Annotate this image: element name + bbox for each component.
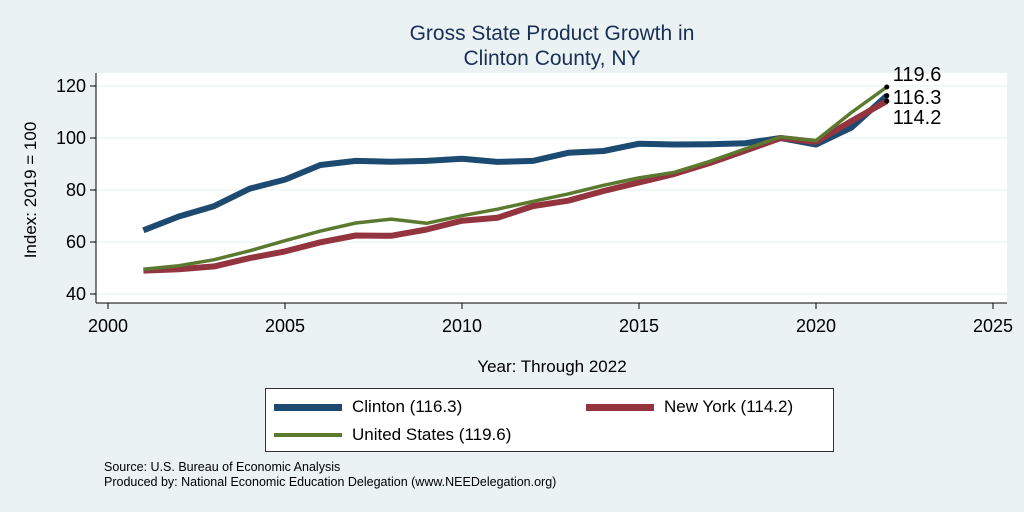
chart-title-line-1: Gross State Product Growth in [410,22,695,45]
x-axis: 2000 2005 2010 2015 2020 2025 [88,302,1013,336]
y-tick-label: 120 [56,76,86,96]
x-tick-label: 2010 [442,316,482,336]
produced-by-note: Produced by: National Economic Education… [104,475,557,489]
y-axis-label: Index: 2019 = 100 [21,122,40,259]
source-note: Source: U.S. Bureau of Economic Analysis [104,460,341,474]
series-line-united-states [143,85,888,272]
x-tick-label: 2005 [265,316,305,336]
x-tick-label: 2015 [619,316,659,336]
x-axis-label: Year: Through 2022 [477,357,626,376]
x-tick-label: 2020 [796,316,836,336]
x-tick-label: 2000 [88,316,128,336]
chart-title-line-2: Clinton County, NY [463,47,640,70]
end-label-new-york: 114.2 [893,107,942,129]
legend-swatch-clinton [274,403,342,411]
end-point-new-york [884,98,890,104]
legend: Clinton (116.3) New York (114.2) United … [265,388,834,452]
legend-swatch-united-states [274,433,342,437]
legend-item-new-york: New York (114.2) [586,396,793,418]
end-point-clinton [884,93,890,99]
end-label-clinton: 116.3 [893,87,942,109]
y-tick-label: 40 [66,284,86,304]
legend-swatch-new-york [586,403,654,411]
y-tick-label: 60 [66,232,86,252]
x-tick-label: 2025 [973,316,1013,336]
y-tick-label: 80 [66,180,86,200]
end-point-united-states [884,84,890,90]
legend-item-united-states: United States (119.6) [274,424,511,446]
y-axis: 40 60 80 100 120 [56,73,97,304]
legend-label-new-york: New York (114.2) [664,397,794,416]
series-lines [142,85,889,274]
legend-item-clinton: Clinton (116.3) [274,396,462,418]
series-line-clinton [142,93,889,234]
legend-label-united-states: United States (119.6) [352,425,512,444]
y-tick-label: 100 [56,128,86,148]
legend-label-clinton: Clinton (116.3) [352,397,463,416]
end-label-united-states: 119.6 [893,64,942,86]
